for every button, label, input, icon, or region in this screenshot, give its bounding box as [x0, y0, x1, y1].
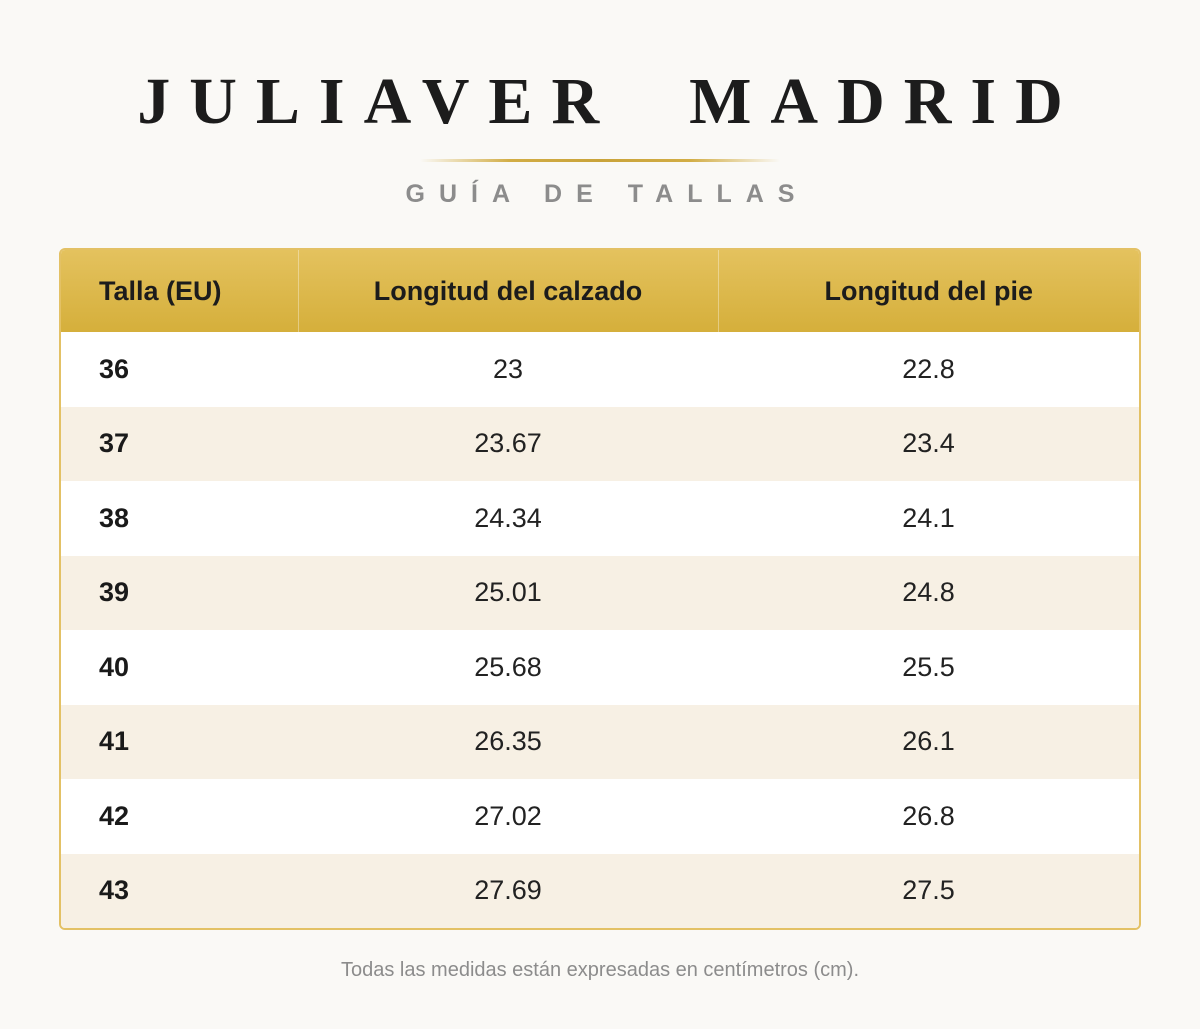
cell-shoe-length: 25.68	[474, 651, 542, 682]
column-header-size: Talla (EU)	[99, 275, 222, 306]
table-row: 42 27.02 26.8	[61, 779, 1139, 854]
cell-size: 40	[99, 651, 130, 682]
size-table: Talla (EU) Longitud del calzado Longitud…	[61, 250, 1139, 928]
cell-foot-length: 22.8	[902, 353, 955, 384]
table-row: 37 23.67 23.4	[61, 406, 1139, 481]
table-row: 36 23 22.8	[61, 332, 1139, 407]
cell-shoe-length: 23.67	[474, 428, 542, 459]
cell-size: 37	[99, 428, 130, 459]
cell-shoe-length: 26.35	[474, 726, 542, 757]
table-row: 38 24.34 24.1	[61, 481, 1139, 556]
column-header-shoe-length: Longitud del calzado	[297, 250, 718, 332]
cell-foot-length: 24.1	[902, 502, 955, 533]
cell-size: 42	[99, 800, 130, 831]
gold-divider	[420, 159, 780, 162]
cell-shoe-length: 23	[492, 353, 524, 384]
cell-shoe-length: 25.01	[474, 577, 542, 608]
table-header-row: Talla (EU) Longitud del calzado Longitud…	[61, 250, 1139, 332]
page-subtitle: GUÍA DE TALLAS	[405, 180, 809, 208]
column-header-foot-length: Longitud del pie	[717, 250, 1139, 332]
cell-foot-length: 26.8	[902, 800, 955, 831]
cell-size: 38	[99, 502, 130, 533]
size-table-container: Talla (EU) Longitud del calzado Longitud…	[59, 248, 1141, 930]
table-row: 43 27.69 27.5	[61, 853, 1139, 928]
cell-shoe-length: 27.02	[474, 800, 542, 831]
cell-foot-length: 24.8	[902, 577, 955, 608]
table-row: 40 25.68 25.5	[61, 630, 1139, 705]
cell-size: 41	[99, 726, 130, 757]
cell-size: 39	[99, 577, 130, 608]
table-row: 41 26.35 26.1	[61, 704, 1139, 779]
table-row: 39 25.01 24.8	[61, 555, 1139, 630]
units-footnote: Todas las medidas están expresadas en ce…	[340, 959, 860, 981]
brand-title: JULIAVER MADRID	[137, 65, 1082, 138]
cell-foot-length: 26.1	[902, 726, 955, 757]
cell-size: 36	[99, 353, 130, 384]
cell-shoe-length: 27.69	[474, 875, 542, 906]
cell-foot-length: 25.5	[902, 651, 955, 682]
cell-foot-length: 23.4	[902, 428, 955, 459]
cell-size: 43	[99, 875, 130, 906]
cell-foot-length: 27.5	[902, 875, 955, 906]
cell-shoe-length: 24.34	[474, 502, 542, 533]
